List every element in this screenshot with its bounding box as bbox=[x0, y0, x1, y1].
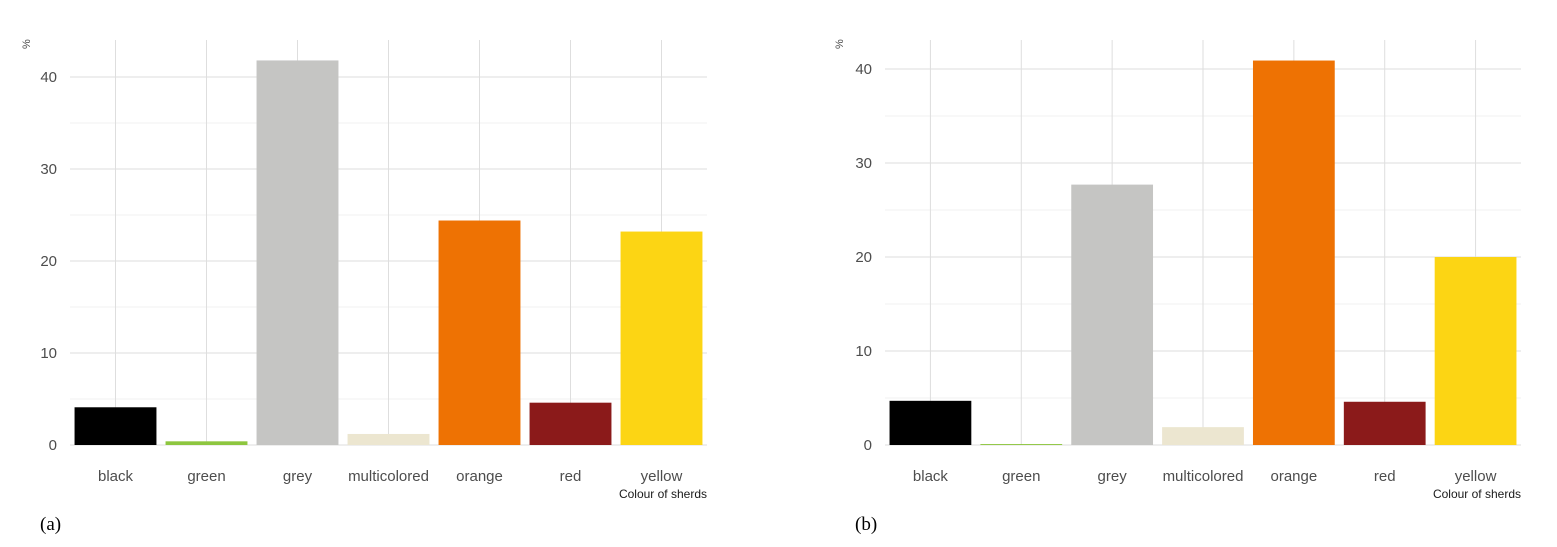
panel-label: (b) bbox=[855, 514, 877, 535]
chart-panel-a: 0 10 20 30 40 black green grey multicolored orang… bbox=[21, 39, 707, 535]
y-axis-label: % bbox=[21, 39, 33, 49]
x-tick-label: yellow bbox=[641, 468, 683, 485]
bar-black bbox=[889, 400, 972, 445]
x-tick-label: grey bbox=[1098, 468, 1128, 485]
bar-grey bbox=[1071, 184, 1154, 445]
x-tick-label: black bbox=[913, 468, 949, 485]
bar-orange bbox=[1252, 60, 1335, 445]
x-tick-label: multicolored bbox=[1163, 468, 1244, 485]
bar-green bbox=[980, 444, 1063, 445]
bar-yellow bbox=[1434, 257, 1517, 445]
bar-red bbox=[529, 402, 612, 445]
bar-orange bbox=[438, 220, 521, 445]
bar-grey bbox=[256, 60, 339, 445]
bar-green bbox=[165, 441, 248, 445]
y-axis-label: % bbox=[834, 39, 846, 49]
x-tick-label: multicolored bbox=[348, 468, 429, 485]
y-tick-label: 20 bbox=[40, 253, 57, 270]
bar-multicolored bbox=[1162, 427, 1244, 445]
x-tick-label: orange bbox=[456, 468, 503, 485]
panel-label: (a) bbox=[40, 514, 61, 535]
x-tick-label: yellow bbox=[1455, 468, 1497, 485]
x-tick-label: green bbox=[187, 468, 225, 485]
chart-panel-b: 0 10 20 30 40 black green grey multicolored orang… bbox=[834, 39, 1521, 535]
x-axis-title: Colour of sherds bbox=[619, 487, 707, 501]
y-tick-label: 0 bbox=[864, 437, 872, 454]
x-tick-label: green bbox=[1002, 468, 1040, 485]
y-tick-label: 10 bbox=[40, 345, 57, 362]
x-axis-title: Colour of sherds bbox=[1433, 487, 1521, 501]
x-tick-label: orange bbox=[1270, 468, 1317, 485]
y-tick-label: 10 bbox=[855, 343, 872, 360]
y-tick-label: 30 bbox=[855, 155, 872, 172]
bar-yellow bbox=[620, 231, 703, 445]
x-tick-label: red bbox=[560, 468, 582, 485]
y-tick-label: 40 bbox=[40, 69, 57, 86]
y-tick-label: 40 bbox=[855, 61, 872, 78]
x-tick-label: grey bbox=[283, 468, 313, 485]
y-tick-label: 20 bbox=[855, 249, 872, 266]
x-tick-label: black bbox=[98, 468, 134, 485]
y-tick-label: 30 bbox=[40, 161, 57, 178]
bar-multicolored bbox=[347, 433, 430, 445]
bar-red bbox=[1343, 401, 1426, 445]
y-tick-label: 0 bbox=[49, 437, 57, 454]
x-tick-label: red bbox=[1374, 468, 1396, 485]
bar-black bbox=[74, 407, 157, 445]
